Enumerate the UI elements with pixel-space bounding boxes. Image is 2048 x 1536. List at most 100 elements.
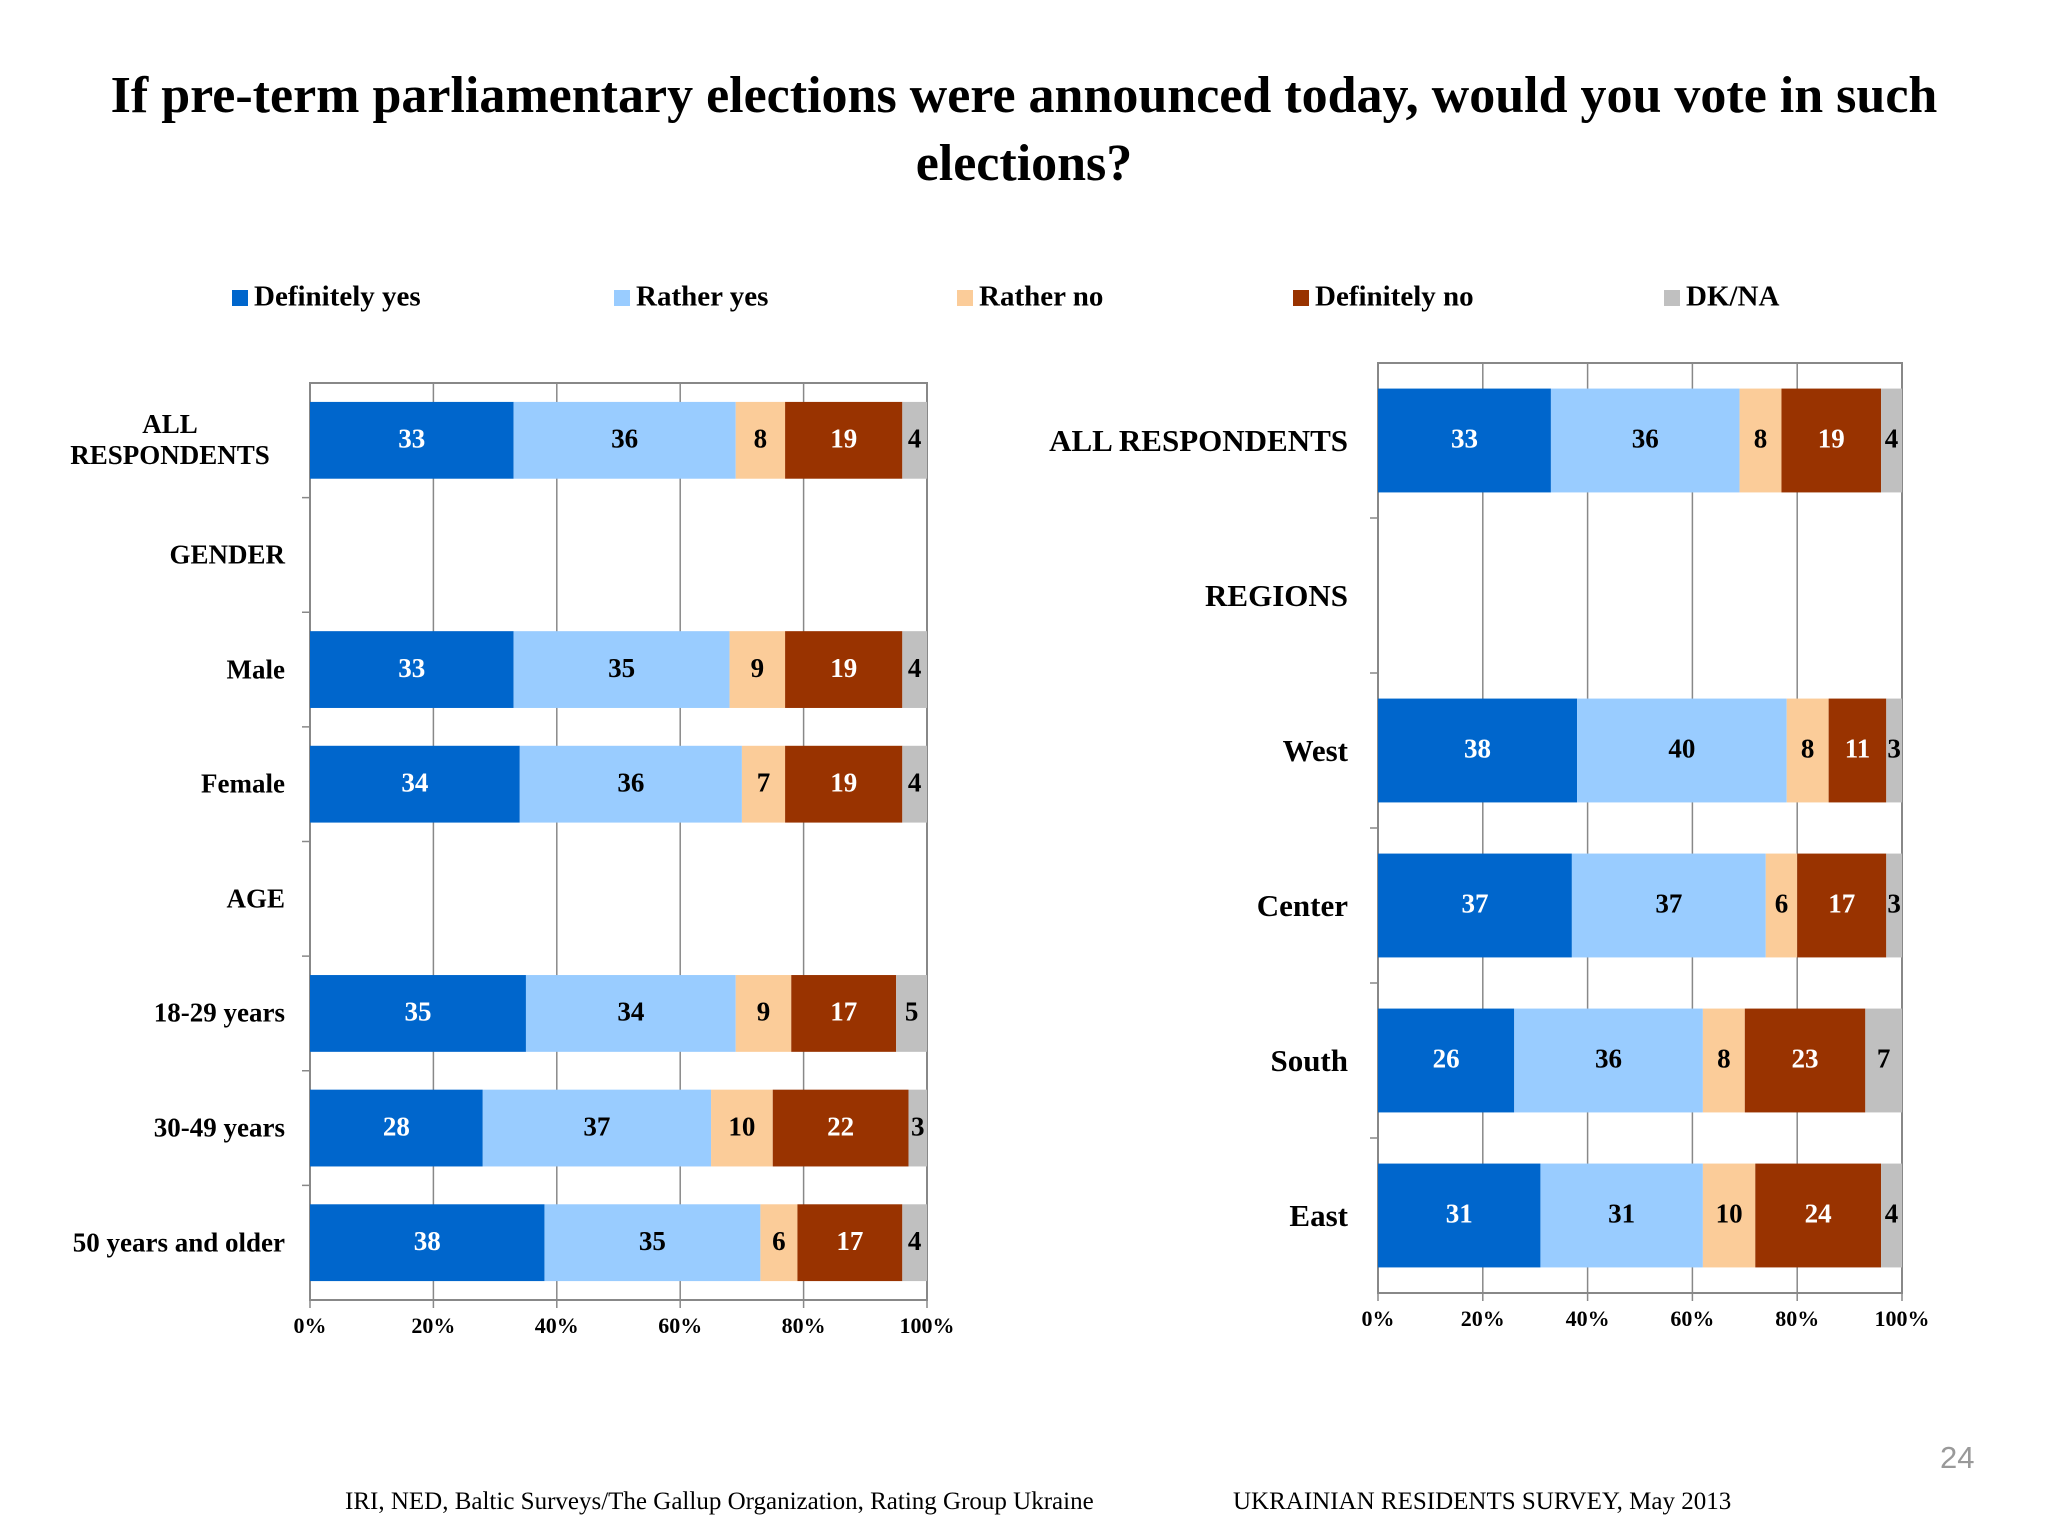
value-label: 23 xyxy=(1792,1044,1819,1074)
bar-segment xyxy=(1886,853,1902,958)
category-label-text: AGE xyxy=(226,883,285,914)
bar-segment xyxy=(310,1204,545,1282)
legend-label: Definitely yes xyxy=(254,281,421,313)
plot-frame xyxy=(1377,362,1903,1294)
value-label: 34 xyxy=(617,997,644,1027)
value-label: 17 xyxy=(1828,889,1855,919)
value-label: 4 xyxy=(1885,424,1899,454)
bar-segment xyxy=(482,1089,712,1167)
bar-segment xyxy=(1881,388,1902,493)
value-label: 19 xyxy=(830,767,857,797)
bar-segment xyxy=(513,401,736,479)
value-label: 36 xyxy=(1595,1044,1622,1074)
bar-segment xyxy=(902,631,927,708)
value-label: 10 xyxy=(728,1111,755,1141)
value-label: 8 xyxy=(754,424,768,454)
x-tick-label: 40% xyxy=(535,1313,579,1338)
bar-segment xyxy=(310,745,520,823)
value-label: 6 xyxy=(772,1226,786,1256)
bar-segment xyxy=(1744,1008,1866,1113)
bar-segment xyxy=(902,401,927,479)
category-label: Male xyxy=(0,654,285,685)
value-label: 24 xyxy=(1805,1199,1832,1229)
bar-segment xyxy=(1540,1163,1703,1268)
category-label: 30-49 years xyxy=(0,1113,285,1144)
bar-segment xyxy=(902,745,927,823)
value-label: 7 xyxy=(757,767,771,797)
value-label: 28 xyxy=(383,1111,410,1141)
value-label: 35 xyxy=(639,1226,666,1256)
legend-label: Rather yes xyxy=(636,281,768,313)
category-label-text: ALL RESPONDENTS xyxy=(70,409,270,471)
bar-segment xyxy=(1378,1163,1541,1268)
x-tick-label: 80% xyxy=(782,1313,826,1338)
x-tick-label: 80% xyxy=(1775,1306,1819,1331)
x-tick-label: 100% xyxy=(900,1313,955,1338)
category-label-text: 50 years and older xyxy=(72,1227,285,1258)
value-label: 7 xyxy=(1877,1044,1891,1074)
category-label-text: ALL RESPONDENTS xyxy=(1049,422,1348,458)
x-tick-label: 20% xyxy=(1461,1306,1505,1331)
bar-segment xyxy=(1797,853,1887,958)
legend-swatch xyxy=(1293,290,1309,306)
value-label: 37 xyxy=(583,1111,610,1141)
bar-segment xyxy=(735,401,786,479)
category-label-text: West xyxy=(1282,732,1348,768)
bar-segment xyxy=(772,1089,909,1167)
category-label: Female xyxy=(0,769,285,800)
value-label: 19 xyxy=(830,424,857,454)
value-label: 4 xyxy=(908,653,922,683)
x-tick-label: 100% xyxy=(1875,1306,1930,1331)
x-tick-label: 0% xyxy=(294,1313,327,1338)
value-label: 9 xyxy=(751,653,765,683)
bar-segment xyxy=(1781,388,1882,493)
value-label: 35 xyxy=(404,997,431,1027)
category-label-text: REGIONS xyxy=(1205,577,1348,613)
bar-segment xyxy=(1550,388,1740,493)
bar-segment xyxy=(1571,853,1766,958)
category-label: REGIONS xyxy=(848,578,1348,614)
bar-segment xyxy=(1702,1008,1745,1113)
bar-segment xyxy=(908,1089,927,1167)
bar-segment xyxy=(711,1089,773,1167)
bar-segment xyxy=(310,631,514,708)
value-label: 36 xyxy=(611,424,638,454)
legend-swatch xyxy=(232,290,248,306)
bar-segment xyxy=(1881,1163,1902,1268)
category-label-text: GENDER xyxy=(169,539,285,570)
bar-segment xyxy=(310,975,526,1052)
bar-segment xyxy=(1755,1163,1882,1268)
category-label: South xyxy=(848,1043,1348,1079)
value-label: 4 xyxy=(908,767,922,797)
value-label: 37 xyxy=(1461,889,1488,919)
value-label: 8 xyxy=(1717,1044,1731,1074)
legend-label: Rather no xyxy=(979,281,1103,313)
x-tick-label: 20% xyxy=(411,1313,455,1338)
x-tick-label: 60% xyxy=(658,1313,702,1338)
category-label-text: Center xyxy=(1256,887,1348,923)
bar-segment xyxy=(902,1204,927,1282)
value-label: 34 xyxy=(401,767,428,797)
bar-segment xyxy=(735,975,792,1052)
value-label: 38 xyxy=(1464,734,1491,764)
bar-segment xyxy=(785,631,903,708)
value-label: 10 xyxy=(1716,1199,1743,1229)
value-label: 5 xyxy=(905,997,919,1027)
bar-segment xyxy=(1702,1163,1756,1268)
bar-segment xyxy=(785,401,903,479)
value-label: 3 xyxy=(1887,734,1901,764)
value-label: 31 xyxy=(1446,1199,1473,1229)
bar-segment xyxy=(760,1204,798,1282)
legend-label: Definitely no xyxy=(1315,281,1474,313)
value-label: 9 xyxy=(757,997,771,1027)
legend-swatch xyxy=(614,290,630,306)
category-label: 50 years and older xyxy=(0,1227,285,1258)
bar-segment xyxy=(1378,1008,1515,1113)
value-label: 6 xyxy=(1775,889,1789,919)
value-label: 26 xyxy=(1433,1044,1460,1074)
bar-segment xyxy=(310,401,514,479)
bar-segment xyxy=(1378,388,1551,493)
bar-segment xyxy=(1765,853,1798,958)
value-label: 37 xyxy=(1655,889,1682,919)
